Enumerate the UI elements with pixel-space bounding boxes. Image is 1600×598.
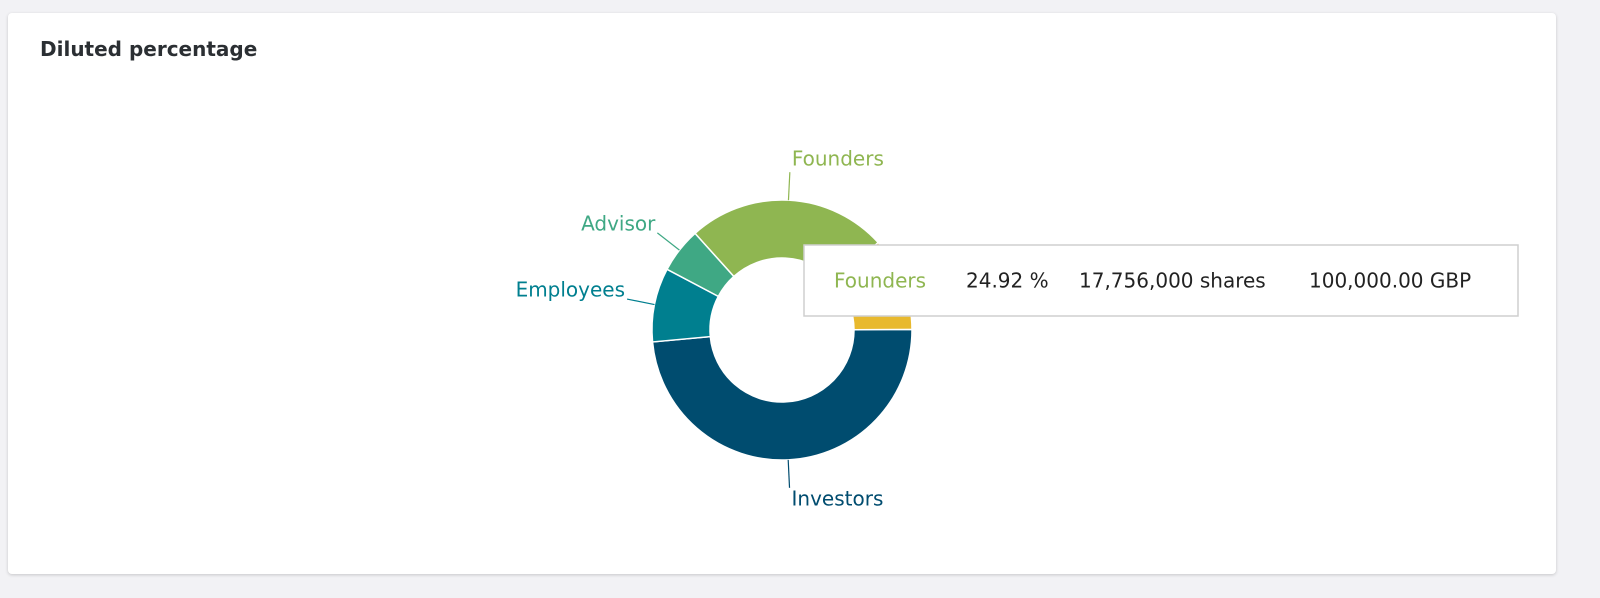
tooltip-box bbox=[803, 244, 1519, 317]
slice-label: Employees bbox=[516, 278, 625, 302]
leader-line bbox=[656, 232, 680, 251]
slice-label: Advisor bbox=[581, 211, 656, 235]
card-title: Diluted percentage bbox=[40, 37, 258, 61]
tooltip-label: Founders bbox=[834, 269, 926, 293]
leader-line bbox=[787, 459, 791, 488]
leader-line bbox=[787, 172, 791, 201]
slice bbox=[651, 328, 913, 461]
slice bbox=[666, 232, 735, 298]
slice-label: Investors bbox=[792, 486, 884, 510]
tooltip-shares: 17,756,000 shares bbox=[1079, 269, 1266, 293]
tooltip-amount: 100,000.00 GBP bbox=[1309, 269, 1471, 293]
tooltip-percent: 24.92 % bbox=[966, 269, 1049, 293]
tooltip: Founders 24.92 % 17,756,000 shares 100,0… bbox=[803, 244, 1519, 317]
leader-line bbox=[626, 298, 655, 306]
slice-label: Founders bbox=[792, 147, 884, 171]
